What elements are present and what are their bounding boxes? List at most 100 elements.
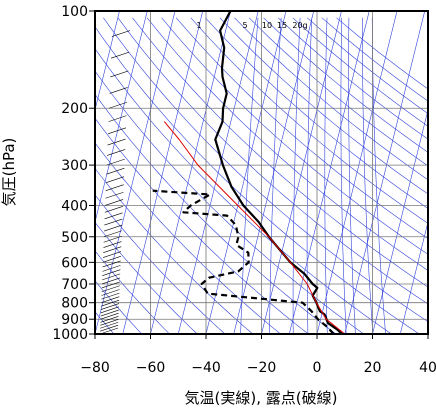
y-tick-label: 700	[61, 277, 88, 293]
wind-barb	[110, 70, 129, 78]
wind-barb	[108, 115, 127, 122]
dry-adiabat-line	[205, 17, 428, 209]
isotherm-line	[95, 11, 120, 112]
wind-barb	[105, 184, 124, 191]
mixing-ratio-label: 5	[242, 21, 247, 30]
x-tick-label: −60	[136, 360, 166, 376]
wind-barb	[100, 309, 119, 317]
isotherm-line	[427, 332, 428, 334]
wind-barb	[102, 251, 122, 258]
y-tick-label: 200	[61, 101, 88, 117]
wind-barb	[103, 241, 122, 248]
isotherm-line	[95, 11, 176, 334]
wind-barb	[100, 306, 119, 314]
isotherm-line	[344, 11, 426, 334]
series-line-1	[152, 189, 335, 334]
wind-barb	[104, 224, 123, 232]
mixing-ratio-line	[348, 17, 356, 334]
y-tick-label: 600	[61, 255, 88, 271]
isotherm-line	[95, 11, 148, 224]
wind-barb	[101, 285, 120, 293]
wind-barb	[108, 101, 128, 109]
wind-barb	[111, 30, 130, 37]
wind-barb	[101, 292, 120, 300]
data-layer	[99, 11, 346, 334]
dry-adiabat-line	[95, 70, 365, 334]
x-tick-label: −20	[247, 360, 277, 376]
dry-adiabat-line	[95, 26, 420, 334]
wind-barb	[105, 191, 124, 199]
dry-adiabat-line	[95, 167, 254, 334]
isotherm-line	[399, 220, 428, 334]
wind-barb	[104, 212, 123, 220]
x-tick-label: 20	[364, 360, 382, 376]
wind-barb	[110, 51, 130, 59]
wind-barb	[103, 235, 122, 243]
dry-adiabat-line	[95, 117, 309, 334]
wind-barb	[100, 312, 119, 320]
dry-adiabat-line	[95, 280, 143, 334]
wind-barb	[101, 277, 121, 285]
grid-layer	[95, 11, 428, 334]
mixing-ratio-line	[292, 17, 301, 334]
dry-adiabat-line	[277, 17, 428, 140]
dry-adiabat-line	[146, 17, 428, 271]
mixing-ratio-label: 1	[196, 21, 201, 30]
y-tick-label: 100	[61, 4, 88, 20]
wind-barb	[106, 158, 125, 166]
isotherm-line	[122, 11, 204, 334]
mixing-ratio-label: 15	[277, 21, 287, 30]
dry-adiabat-line	[161, 17, 428, 255]
wind-barb	[102, 256, 121, 263]
y-tick-label: 1000	[52, 327, 88, 343]
mixing-ratio-line	[371, 17, 386, 334]
mixing-ratio-line	[306, 17, 312, 334]
y-tick-label: 300	[61, 158, 88, 174]
wind-barb	[100, 303, 120, 310]
wind-barb	[102, 269, 121, 276]
y-tick-label: 800	[61, 296, 88, 312]
wind-barb	[105, 199, 124, 206]
wind-barb	[106, 167, 125, 175]
dry-adiabat-line	[234, 17, 428, 181]
wind-barb	[101, 281, 120, 289]
dry-adiabat-line	[321, 17, 428, 102]
dry-adiabat-line	[95, 221, 198, 334]
mixing-ratio-label: 20g	[292, 21, 307, 30]
mixing-ratio-line	[340, 17, 347, 334]
dry-adiabat-line	[95, 194, 226, 334]
dry-adiabat-line	[103, 17, 428, 322]
dry-adiabat-line	[263, 17, 428, 153]
y-axis-label: 気圧(hPa)	[0, 138, 18, 207]
dry-adiabat-line	[307, 17, 428, 114]
wind-barb	[100, 321, 119, 329]
mixing-ratio-label: 10	[262, 21, 272, 30]
wind-barb	[104, 218, 123, 226]
wind-barb	[101, 299, 120, 307]
series-line-2	[163, 121, 346, 334]
x-tick-label: −40	[191, 360, 221, 376]
dry-adiabat-line	[95, 250, 170, 334]
dry-adiabat-line	[117, 17, 428, 305]
mixing-ratio-line	[362, 17, 374, 334]
wind-barb	[107, 127, 127, 135]
wind-barb	[107, 138, 126, 146]
y-tick-label: 400	[61, 198, 88, 214]
wind-barb	[102, 260, 121, 268]
isotherm-line	[261, 11, 342, 334]
wind-barb	[102, 265, 121, 272]
wind-barb	[107, 149, 126, 156]
wind-barb	[100, 319, 119, 326]
series-line-0	[214, 11, 343, 334]
dry-adiabat-line	[95, 48, 393, 334]
mixing-ratio-line	[269, 17, 282, 334]
dry-adiabat-line	[336, 17, 428, 90]
x-tick-label: 40	[419, 360, 436, 376]
wind-barb	[103, 246, 122, 253]
mixing-ratio-line	[240, 17, 259, 334]
dry-adiabat-line	[95, 311, 115, 334]
wind-barb	[100, 324, 119, 332]
wind-barb	[101, 289, 120, 296]
tick-layer: 1 5 10 15 20g−80 −60 −40 −20 0 20 4010020030040050…	[52, 4, 436, 376]
